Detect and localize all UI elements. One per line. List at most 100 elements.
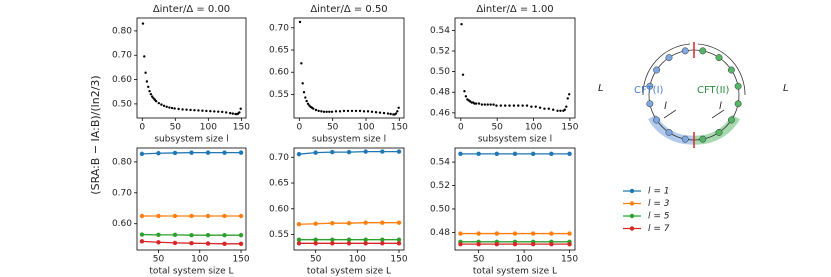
axes-frame [454,17,576,119]
marker [222,241,227,247]
y-tick-label: 0.54 [430,158,450,168]
label-l: l [719,101,722,112]
site [727,66,735,74]
point [483,103,487,106]
x-axis-label: subsystem size l [154,135,228,145]
point [567,93,571,96]
x-tick-label: 50 [170,123,182,133]
x-tick-label: 50 [153,255,165,265]
point [559,109,562,112]
y-tick-label: 0.70 [112,51,132,61]
x-tick-label: 100 [525,123,542,133]
legend-label: l = 1 [648,187,670,197]
axes-frame [136,147,247,251]
point [334,110,338,113]
marker [380,220,385,225]
site [715,54,723,62]
point [238,111,241,114]
point [170,106,174,110]
point [480,103,484,106]
arc-arrow [642,43,691,96]
point [300,62,303,65]
site [727,116,735,124]
point [145,80,149,83]
x-tick-label: 0 [139,123,145,133]
y-tick-label: 0.50 [112,99,132,109]
marker [363,220,368,225]
point [173,107,176,110]
point [358,109,362,113]
y-tick-label: 0.65 [269,46,289,56]
marker [494,231,500,236]
point [221,110,224,114]
arrow [663,109,677,119]
marker [330,241,335,246]
point [530,105,533,108]
point [389,112,392,116]
y-tick-label: 0.48 [430,88,450,98]
point [474,102,478,105]
x-axis-label: subsystem size l [478,135,552,145]
marker [330,149,335,155]
marker [172,150,178,156]
point [463,89,466,93]
point [566,97,569,100]
point [565,105,568,108]
marker [363,237,368,242]
legend-label: l = 7 [648,224,670,234]
marker [530,151,536,157]
marker [296,237,302,242]
legend-marker [629,188,635,194]
site [681,135,689,143]
marker [363,241,368,246]
point [486,103,489,106]
point [551,108,555,111]
y-tick-label: 0.70 [269,153,289,163]
marker [296,151,302,157]
point [213,110,216,113]
point [305,99,308,103]
point [185,108,188,111]
point [189,108,192,112]
label-cft2: CFT(II) [697,85,729,96]
point [162,104,166,108]
y-tick-label: 0.60 [269,68,289,78]
marker [346,237,352,242]
marker [458,231,463,236]
site [715,128,723,136]
marker [205,150,211,155]
point [228,111,232,115]
x-axis-label: subsystem size l [312,135,386,145]
point [322,110,326,113]
marker [156,232,161,238]
legend-marker [629,213,635,219]
x-tick-label: 100 [200,123,217,133]
point [205,109,208,113]
marker [530,231,536,236]
marker [530,241,536,247]
y-tick-label: 0.80 [112,157,132,167]
x-axis-label: total system size L [307,267,391,277]
point [143,55,146,58]
marker [172,240,178,246]
point [325,110,328,113]
point [346,109,350,113]
marker [494,151,500,157]
point [396,110,399,113]
point [301,82,304,85]
marker [458,241,463,247]
marker [222,232,227,238]
x-tick-label: 50 [310,255,322,265]
point [342,109,346,113]
point [508,104,511,107]
marker [156,213,161,219]
axes-frame [454,147,576,251]
point [154,100,158,103]
point [477,102,481,105]
marker [330,237,335,242]
y-tick-label: 0.60 [112,75,132,85]
point [224,111,228,114]
x-axis-label: total system size L [473,267,557,277]
point [209,109,212,113]
sites [646,47,742,143]
